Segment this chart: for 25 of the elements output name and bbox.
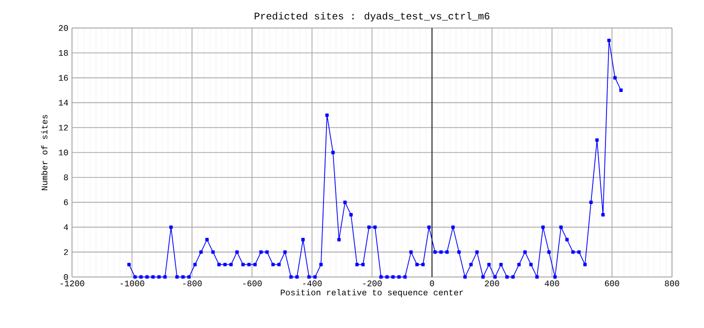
x-tick-label: 0 (430, 280, 434, 286)
x-tick-label: -1200 (60, 280, 84, 286)
x-tick-label: -1000 (120, 280, 144, 286)
y-tick-label: 2 (64, 249, 68, 255)
y-tick-label: 14 (58, 100, 68, 106)
x-tick-label: -200 (363, 280, 382, 286)
y-tick-label: 20 (58, 25, 68, 31)
x-tick-label: 800 (664, 280, 680, 286)
y-tick-label: 12 (58, 124, 68, 130)
x-tick-label: 400 (544, 280, 560, 286)
x-axis-title: Position relative to sequence center (280, 289, 464, 298)
x-tick-label: 200 (484, 280, 500, 286)
y-tick-label: 10 (58, 150, 68, 156)
y-tick-label: 0 (64, 274, 68, 280)
x-tick-label: -400 (303, 280, 322, 286)
y-tick-label: 8 (64, 174, 68, 180)
chart-title: Predicted sites : dyads_test_vs_ctrl_m6 (254, 12, 490, 22)
x-tick-label: -600 (243, 280, 262, 286)
x-tick-label: -800 (183, 280, 202, 286)
x-tick-label: 600 (604, 280, 620, 286)
y-tick-label: 16 (58, 74, 68, 81)
y-tick-label: 4 (64, 224, 68, 230)
y-tick-label: 6 (64, 199, 68, 206)
y-tick-label: 18 (58, 50, 68, 56)
y-axis-title: Number of sites (41, 114, 48, 190)
